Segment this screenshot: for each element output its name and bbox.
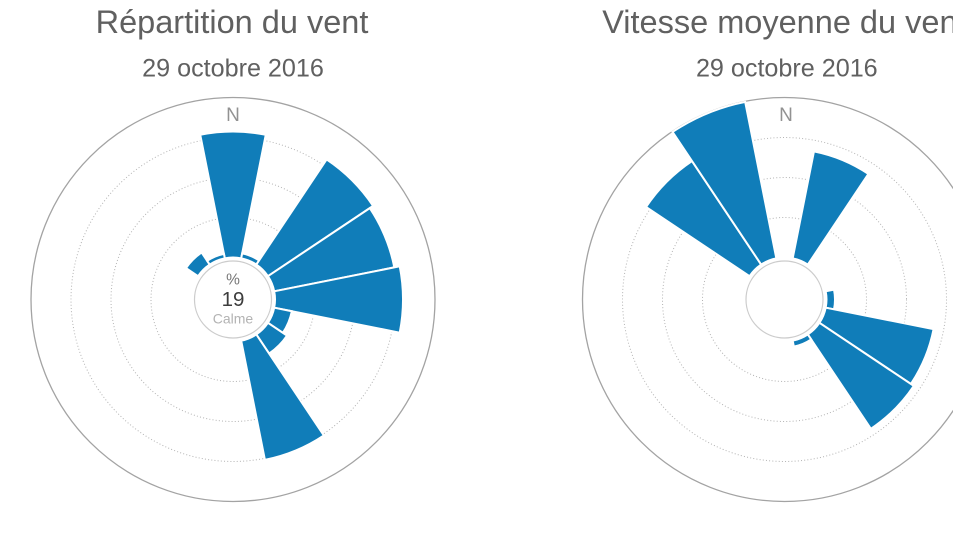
svg-text:29 octobre 2016: 29 octobre 2016 (696, 55, 878, 83)
svg-text:29 octobre 2016: 29 octobre 2016 (142, 55, 324, 83)
svg-text:Vitesse moyenne du vent: Vitesse moyenne du vent (602, 4, 953, 40)
svg-text:%: % (226, 272, 240, 289)
svg-text:N: N (779, 105, 793, 126)
svg-text:Calme: Calme (213, 311, 254, 327)
svg-text:19: 19 (222, 288, 245, 311)
svg-text:Répartition du vent: Répartition du vent (96, 4, 369, 40)
svg-text:N: N (226, 105, 240, 126)
